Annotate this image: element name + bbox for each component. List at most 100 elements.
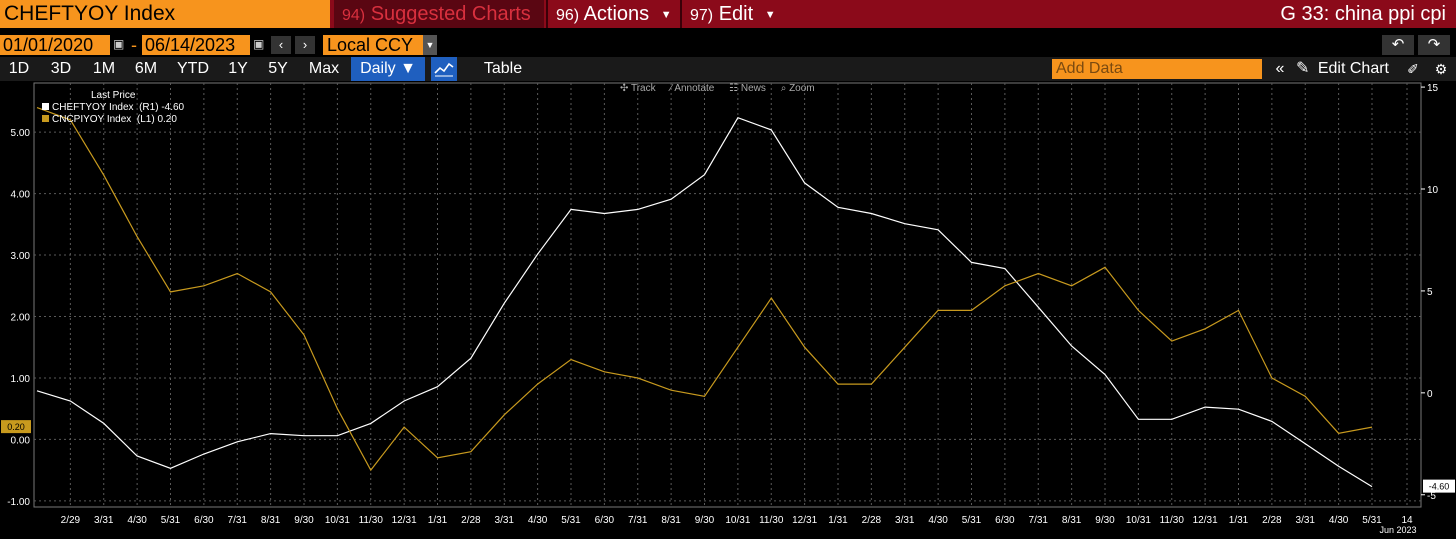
actions-menu-number: 96) [556, 7, 580, 24]
x-sub-label: Jun 2023 [1379, 525, 1416, 534]
edit-menu-number: 97) [690, 7, 714, 24]
x-tick-label: 10/31 [325, 515, 350, 526]
table-button[interactable]: Table [483, 60, 523, 77]
right-axis-tick-label: 10 [1427, 185, 1439, 196]
date-range-row: 01/01/2020 ▣ - 06/14/2023 ▣ ‹ › Local CC… [0, 33, 1456, 57]
zoom-tool[interactable]: ⌕ Zoom [781, 83, 815, 94]
calendar-icon[interactable]: ▣ [113, 37, 125, 51]
x-tick-label: 7/31 [1029, 515, 1049, 526]
suggested-charts-label: Suggested Charts [370, 3, 531, 25]
currency-select[interactable]: Local CCY ▼ [323, 35, 437, 55]
x-tick-label: 2/29 [61, 515, 81, 526]
x-tick-label: 5/31 [561, 515, 581, 526]
x-tick-label: 1/31 [828, 515, 848, 526]
legend-swatch [42, 103, 49, 110]
x-tick-label: 11/30 [1160, 515, 1185, 526]
legend-series-last: -4.60 [161, 102, 185, 113]
currency-value: Local CCY [327, 35, 414, 55]
x-tick-label: 3/31 [495, 515, 515, 526]
chart-tools: ✣ Track ∕ Annotate ☷ News ⌕ Zoom [620, 83, 827, 95]
end-date-input[interactable]: 06/14/2023 [142, 35, 250, 55]
legend-series-last: 0.20 [157, 114, 177, 125]
frequency-select[interactable]: Daily ▼ [351, 57, 425, 81]
x-tick-label: 3/31 [1296, 515, 1316, 526]
news-label: News [740, 83, 766, 94]
pencil-icon: ✎ [1296, 60, 1310, 77]
range-button-max[interactable]: Max [308, 60, 340, 77]
chevron-right-icon[interactable]: › [295, 36, 315, 54]
price-chart[interactable]: 2/29 3/31 4/30 5/31 6/30 7/31 8/31 9/30 10/31 11/… [0, 81, 1456, 535]
x-tick-label: 4/30 [928, 515, 948, 526]
range-button-3d[interactable]: 3D [50, 60, 72, 77]
range-button-5y[interactable]: 5Y [268, 60, 288, 77]
calendar-icon[interactable]: ▣ [253, 37, 265, 51]
x-tick-label: 2/28 [461, 515, 481, 526]
plot-frame [33, 82, 1422, 508]
top-bar: CHEFTYOY Index 94) Suggested Charts 96) … [0, 0, 1456, 28]
undo-icon[interactable]: ↶ [1382, 35, 1414, 55]
x-tick-label: 9/30 [695, 515, 715, 526]
x-tick-label: 5/31 [962, 515, 982, 526]
start-date-input[interactable]: 01/01/2020 [0, 35, 110, 55]
edit-chart-button[interactable]: ✎ Edit Chart [1296, 59, 1400, 79]
legend-series-axis: (L1) [136, 114, 155, 125]
news-icon: ☷ [729, 83, 741, 94]
range-button-ytd[interactable]: YTD [177, 60, 209, 77]
legend-series-axis: (R1) [139, 102, 159, 113]
x-tick-label: 2/28 [1262, 515, 1282, 526]
annotate-tool[interactable]: ∕ Annotate [670, 83, 714, 94]
legend-series-name: CHEFTYOY Index [52, 102, 134, 113]
ticker-field[interactable]: CHEFTYOY Index [0, 0, 330, 28]
left-axis-tick-label: 3.00 [11, 251, 31, 262]
left-axis-tick-label: 4.00 [11, 190, 31, 201]
suggested-charts-number: 94) [342, 7, 366, 24]
range-button-1m[interactable]: 1M [92, 60, 116, 77]
legend-item-cncpiyoy[interactable]: CNCPIYOY Index (L1) 0.20 [42, 114, 177, 125]
edit-icon[interactable]: ✐ [1407, 61, 1419, 77]
x-tick-label: 5/31 [161, 515, 181, 526]
annotate-label: Annotate [674, 83, 715, 94]
legend-item-cheftyoy[interactable]: CHEFTYOY Index (R1) -4.60 [42, 102, 184, 113]
legend-series-name: CNCPIYOY Index [52, 114, 132, 125]
annotate-icon: ∕ [670, 83, 675, 94]
redo-icon[interactable]: ↷ [1418, 35, 1450, 55]
left-axis-tick-label: 1.00 [11, 374, 31, 385]
gear-icon[interactable]: ⚙ [1434, 61, 1448, 77]
x-tick-label: 9/30 [294, 515, 314, 526]
line-chart-icon[interactable] [431, 57, 457, 81]
chevron-left-icon[interactable]: ‹ [271, 36, 291, 54]
x-tick-label: 8/31 [261, 515, 281, 526]
legend-swatch [42, 115, 49, 122]
x-tick-label: 6/30 [995, 515, 1015, 526]
x-tick-label: 12/31 [792, 515, 817, 526]
range-button-1y[interactable]: 1Y [228, 60, 248, 77]
left-axis-tick-label: -1.00 [7, 497, 30, 508]
left-axis-tick-label: 0.00 [11, 435, 31, 446]
chart-area[interactable]: 2/29 3/31 4/30 5/31 6/30 7/31 8/31 9/30 10/31 11/… [0, 81, 1456, 535]
edit-menu-label: Edit [718, 3, 754, 25]
right-axis-tick-label: 15 [1427, 83, 1439, 94]
range-button-6m[interactable]: 6M [134, 60, 158, 77]
add-data-input[interactable]: Add Data [1052, 59, 1262, 79]
x-tick-label: 12/31 [1193, 515, 1218, 526]
x-tick-label: 3/31 [895, 515, 915, 526]
suggested-charts-button[interactable]: 94) Suggested Charts [334, 0, 544, 28]
range-toolbar: 1D 3D 1M 6M YTD 1Y 5Y Max Daily ▼ Table … [0, 57, 1456, 81]
double-chevron-left-icon[interactable]: « [1275, 60, 1285, 77]
news-tool[interactable]: ☷ News [729, 83, 766, 94]
chevron-down-icon: ▼ [660, 8, 672, 21]
right-axis-tick-label: 0 [1427, 389, 1433, 400]
track-label: Track [630, 83, 656, 94]
edit-menu-button[interactable]: 97) Edit ▼ [680, 0, 778, 28]
zoom-label: Zoom [789, 83, 815, 94]
actions-menu-button[interactable]: 96) Actions ▼ [546, 0, 678, 28]
x-tick-label: 3/31 [94, 515, 114, 526]
frequency-value: Daily [360, 60, 396, 77]
range-button-1d[interactable]: 1D [8, 60, 30, 77]
x-tick-label: 11/30 [359, 515, 384, 526]
track-tool[interactable]: ✣ Track [620, 83, 656, 94]
chevron-down-icon[interactable]: ▼ [423, 35, 437, 55]
x-tick-label: 14 [1401, 515, 1413, 526]
last-value-tag-left [1, 420, 31, 434]
chevron-down-icon: ▼ [400, 60, 416, 77]
